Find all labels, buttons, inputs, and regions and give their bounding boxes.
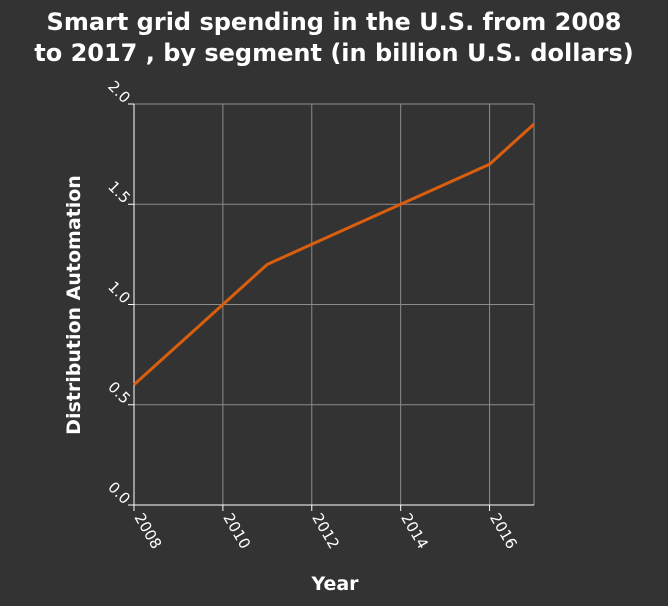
x-tick-label: 2016 — [486, 510, 521, 552]
y-tick-label: 0.0 — [104, 478, 134, 508]
chart-title-line-2: to 2017 , by segment (in billion U.S. do… — [34, 39, 633, 67]
y-tick-label: 2.0 — [104, 77, 134, 107]
x-axis-title: Year — [310, 573, 359, 595]
x-tick-label: 2010 — [219, 510, 254, 552]
series-layer — [132, 122, 536, 386]
y-tick-label: 0.5 — [104, 378, 134, 408]
tick-labels: 0.0 0.5 1.0 1.5 2.0 2008 2010 2012 2014 2016 — [104, 77, 520, 552]
axes — [128, 103, 534, 511]
x-tick-label: 2012 — [308, 510, 343, 552]
y-axis-title: Distribution Automation — [63, 175, 85, 435]
series-line — [132, 122, 536, 386]
y-tick-label: 1.5 — [104, 177, 134, 207]
chart-title-line-1: Smart grid spending in the U.S. from 200… — [47, 8, 622, 36]
x-tick-label: 2008 — [131, 510, 166, 552]
x-tick-label: 2014 — [397, 510, 432, 552]
y-tick-label: 1.0 — [104, 278, 134, 308]
grid — [133, 103, 535, 506]
